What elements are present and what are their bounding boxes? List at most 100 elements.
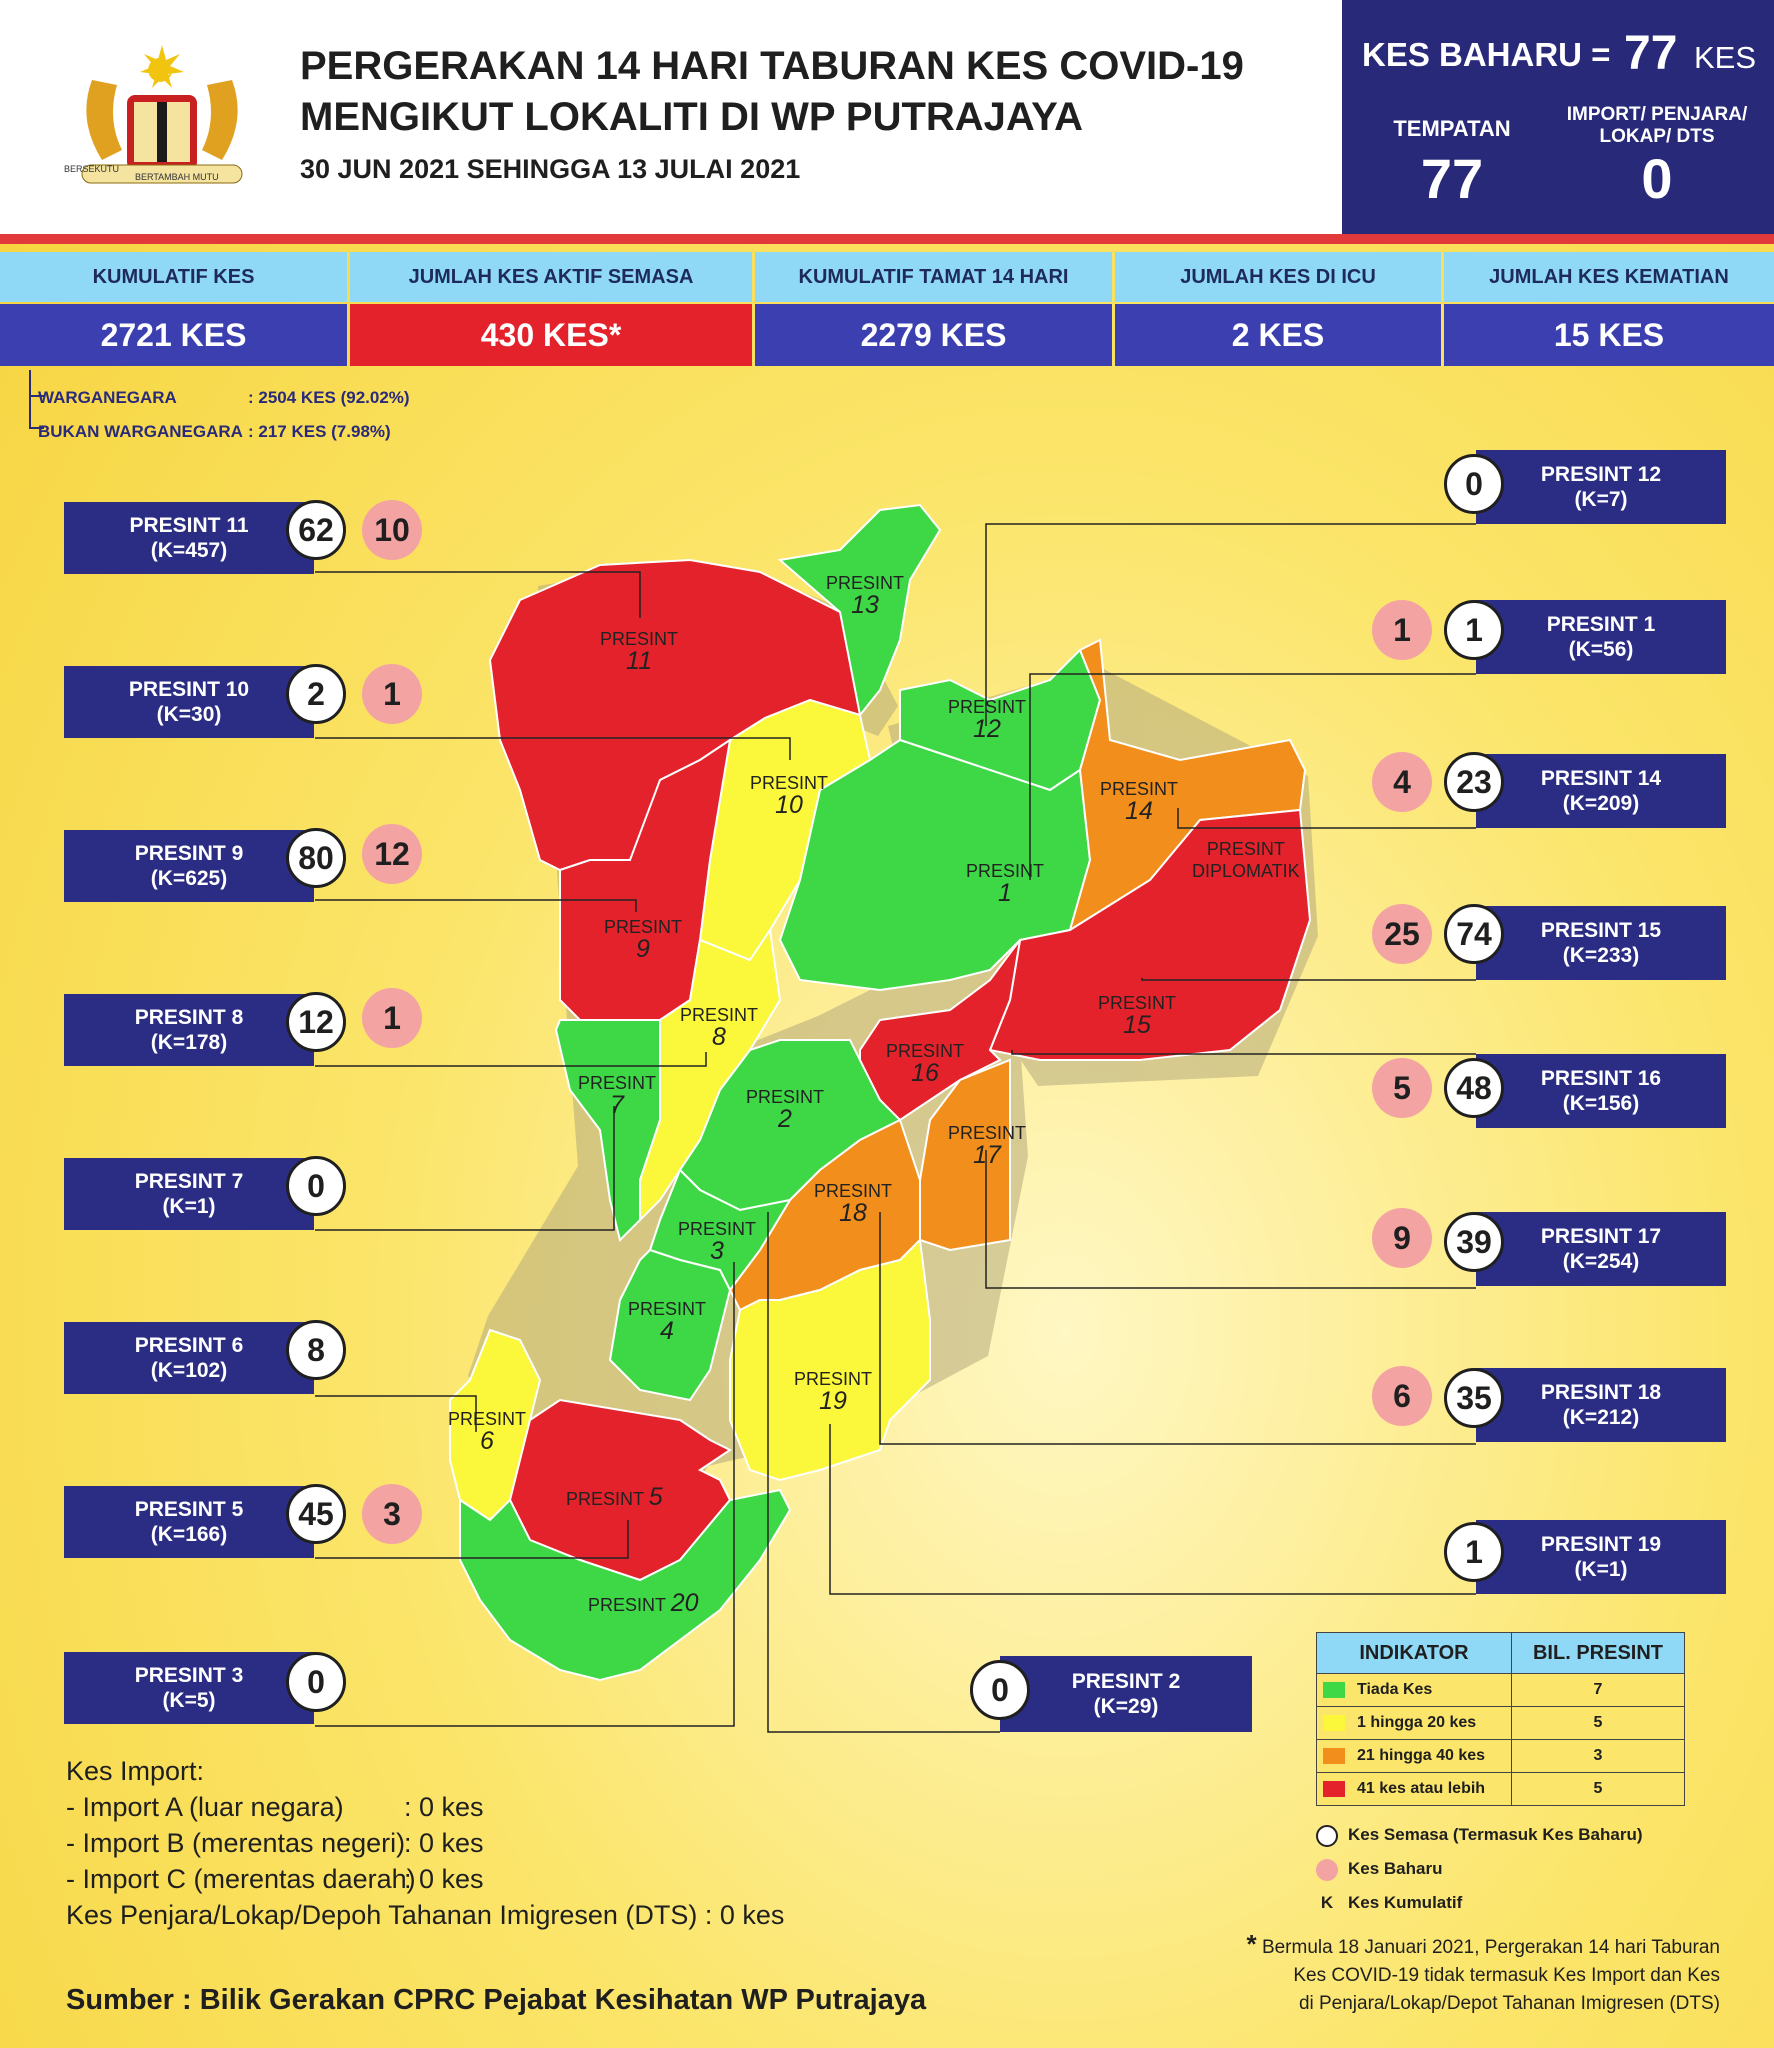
page-title-line2: MENGIKUT LOKALITI DI WP PUTRAJAYA: [300, 95, 1084, 139]
new-cases-p16: 5: [1372, 1058, 1432, 1118]
legend-row-high: 41 kes atau lebih: [1316, 1772, 1512, 1806]
precinct-box-2: PRESINT 2 (K=29): [1000, 1656, 1252, 1732]
precinct-box-18: PRESINT 18 (K=212): [1476, 1368, 1726, 1442]
stat-recovered-value: 2279 KES: [755, 304, 1112, 366]
active-cases-p9: 80: [286, 828, 346, 888]
map-label-p4: PRESINT 4: [628, 1299, 707, 1345]
new-cases-p5: 3: [362, 1484, 422, 1544]
active-cases-p18: 35: [1444, 1368, 1504, 1428]
import-c-label: - Import C (merentas daerah): [66, 1864, 416, 1894]
map-label-p14: PRESINT 14: [1100, 779, 1179, 825]
map-label-p11: PRESINT 11: [600, 629, 679, 675]
new-cases-p1: 1: [1372, 600, 1432, 660]
active-cases-p5: 45: [286, 1484, 346, 1544]
precinct-box-16: PRESINT 16 (K=156): [1476, 1054, 1726, 1128]
pink-circle-icon: [1316, 1858, 1338, 1881]
active-cases-p3: 0: [286, 1652, 346, 1712]
new-cases-p14: 4: [1372, 752, 1432, 812]
source-text: Sumber : Bilik Gerakan CPRC Pejabat Kesi…: [66, 1984, 927, 2016]
citizen-label: WARGANEGARA: [38, 388, 177, 407]
legend: INDIKATOR BIL. PRESINT Tiada Kes 7 1 hing…: [1316, 1632, 1685, 1920]
active-cases-p8: 12: [286, 992, 346, 1052]
legend-header-count: BIL. PRESINT: [1511, 1632, 1685, 1674]
active-cases-p6: 8: [286, 1320, 346, 1380]
active-cases-p10: 2: [286, 664, 346, 724]
import-heading: Kes Import:: [66, 1756, 205, 1786]
stat-deaths-value: 15 KES: [1444, 304, 1774, 366]
import-dts: Kes Penjara/Lokap/Depoh Tahanan Imigrese…: [66, 1900, 785, 1930]
new-cases-label: KES BAHARU =: [1362, 36, 1611, 73]
map-label-p2: PRESINT 2: [746, 1087, 825, 1133]
active-cases-p1: 1: [1444, 600, 1504, 660]
active-cases-p15: 74: [1444, 904, 1504, 964]
stat-active-label: JUMLAH KES AKTIF SEMASA: [350, 252, 752, 302]
active-cases-p2: 0: [970, 1660, 1030, 1720]
stat-recovered-label: KUMULATIF TAMAT 14 HARI: [755, 252, 1112, 302]
local-label: TEMPATAN: [1393, 116, 1511, 141]
date-range: 30 JUN 2021 SEHINGGA 13 JULAI 2021: [300, 154, 801, 184]
citizen-value: : 2504 KES (92.02%): [248, 388, 410, 407]
stat-icu-label: JUMLAH KES DI ICU: [1115, 252, 1441, 302]
legend-count-mid: 3: [1511, 1739, 1685, 1773]
stat-active-value: 430 KES*: [350, 304, 752, 366]
new-cases-p11: 10: [362, 500, 422, 560]
legend-k: K Kes Kumulatif: [1320, 1893, 1463, 1912]
legend-count-high: 5: [1511, 1772, 1685, 1806]
active-cases-p14: 23: [1444, 752, 1504, 812]
active-cases-p16: 48: [1444, 1058, 1504, 1118]
import-a-label: - Import A (luar negara): [66, 1792, 344, 1822]
map-label-p18: PRESINT 18: [814, 1181, 893, 1227]
legend-swatch-green: [1323, 1681, 1345, 1698]
map-label-p17: PRESINT 17: [948, 1123, 1027, 1169]
region-p1: [778, 738, 1092, 992]
citizenship-bracket: [29, 370, 44, 429]
precinct-box-3: PRESINT 3 (K=5): [64, 1652, 314, 1724]
new-cases-p15: 25: [1372, 904, 1432, 964]
map-label-p9: PRESINT 9: [604, 917, 683, 963]
import-label: IMPORT/ PENJARA/LOKAP/ DTS: [1566, 104, 1748, 147]
legend-row-none: Tiada Kes: [1316, 1673, 1512, 1707]
legend-header-indicator: INDIKATOR: [1316, 1632, 1512, 1674]
new-cases-unit: KES: [1694, 40, 1757, 75]
legend-swatch-yellow: [1323, 1714, 1345, 1731]
import-c-value: : 0 kes: [404, 1864, 484, 1894]
legend-swatch-red: [1323, 1780, 1345, 1797]
precinct-box-10: PRESINT 10 (K=30): [64, 666, 314, 738]
precinct-box-19: PRESINT 19 (K=1): [1476, 1520, 1726, 1594]
map-label-p16: PRESINT 16: [886, 1041, 965, 1087]
page-title-line1: PERGERAKAN 14 HARI TABURAN KES COVID-19: [300, 44, 1244, 88]
region-p20: [459, 1488, 792, 1682]
region-p7: [554, 1019, 661, 1242]
new-cases-panel: KES BAHARU = 77 KES TEMPATAN 77 IMPORT/ …: [1342, 0, 1774, 234]
legend-row-low: 1 hingga 20 kes: [1316, 1706, 1512, 1740]
legend-count-none: 7: [1511, 1673, 1685, 1707]
active-cases-p17: 39: [1444, 1212, 1504, 1272]
region-p4: [608, 1248, 732, 1402]
map-label-p13: PRESINT 13: [826, 573, 905, 619]
map-label-p10: PRESINT 10: [750, 773, 829, 819]
map-label-p5: PRESINT 5: [566, 1483, 663, 1511]
import-b-label: - Import B (merentas negeri): [66, 1828, 406, 1858]
legend-count-low: 5: [1511, 1706, 1685, 1740]
new-cases-p10: 1: [362, 664, 422, 724]
emblem-motto-left: BERSEKUTU: [64, 164, 120, 174]
region-p13: [777, 503, 942, 718]
active-cases-p11: 62: [286, 500, 346, 560]
map-label-p15: PRESINT 15: [1098, 993, 1177, 1039]
noncitizen-label: BUKAN WARGANEGARA: [38, 422, 243, 441]
map-label-diplomatik: PRESINT DIPLOMATIK: [1192, 839, 1300, 881]
white-circle-icon: [1316, 1824, 1338, 1847]
stat-icu-value: 2 KES: [1115, 304, 1441, 366]
active-cases-p7: 0: [286, 1156, 346, 1216]
new-cases-value: 77: [1624, 27, 1678, 80]
precinct-box-1: PRESINT 1 (K=56): [1476, 600, 1726, 674]
map-label-p8: PRESINT 8: [680, 1005, 759, 1051]
stat-deaths-label: JUMLAH KES KEMATIAN: [1444, 252, 1774, 302]
legend-row-mid: 21 hingga 40 kes: [1316, 1739, 1512, 1773]
region-p8: [639, 927, 782, 1223]
stat-cumulative-value: 2721 KES: [0, 304, 347, 366]
emblem-motto-right: BERTAMBAH MUTU: [135, 172, 219, 182]
map-label-p12: PRESINT 12: [948, 697, 1027, 743]
